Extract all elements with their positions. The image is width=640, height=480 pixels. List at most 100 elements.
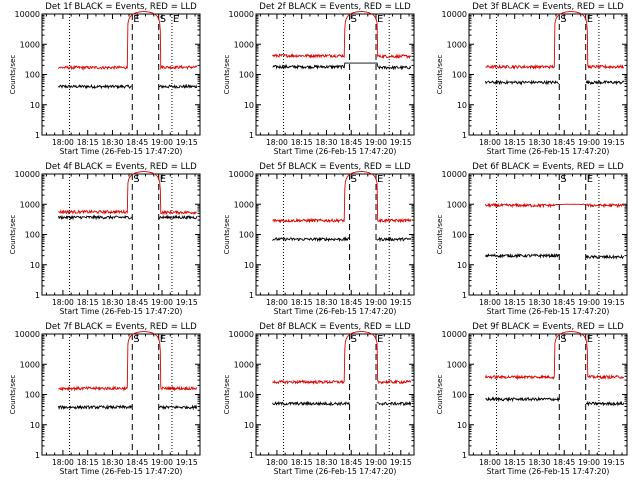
x-tick-label: 19:00 (365, 458, 387, 467)
marker-label: S (133, 334, 139, 345)
marker-label: E (377, 174, 383, 185)
x-tick-label: 19:00 (365, 138, 387, 147)
y-axis-title: Counts/sec (8, 375, 17, 415)
y-tick-label: 10000 (15, 170, 40, 179)
marker-label: S (133, 174, 139, 185)
y-tick-label: 10000 (442, 330, 467, 339)
x-tick-label: 19:00 (365, 298, 387, 307)
y-tick-label: 1 (249, 291, 254, 300)
x-tick-label: 18:30 (529, 138, 551, 147)
series-events-line (485, 396, 625, 407)
y-axis-title: Counts/sec (222, 55, 231, 95)
x-tick-label: 18:15 (291, 298, 313, 307)
x-axis-title: Start Time (26-Feb-15 17:47:20) (487, 147, 610, 156)
y-tick-label: 1 (249, 451, 254, 460)
x-tick-label: 19:15 (176, 138, 198, 147)
x-tick-label: 18:30 (529, 298, 551, 307)
y-tick-label: 10 (244, 421, 254, 430)
x-tick-label: 19:00 (578, 298, 600, 307)
x-tick-label: 18:30 (316, 298, 338, 307)
x-tick-label: 19:00 (578, 458, 600, 467)
x-tick-label: 18:15 (504, 458, 526, 467)
series-events-line (58, 404, 198, 411)
series-lld-line (485, 331, 625, 381)
x-tick-label: 18:00 (266, 298, 288, 307)
plot-frame (255, 13, 415, 136)
plot-frame (255, 333, 415, 456)
x-tick-label: 18:00 (52, 138, 74, 147)
panel-title: Det 2f BLACK = Events, RED = LLD (259, 2, 411, 12)
x-tick-label: 19:15 (390, 138, 412, 147)
y-tick-label: 1 (35, 451, 40, 460)
y-axis-title: Counts/sec (8, 55, 17, 95)
y-axis-title: Counts/sec (222, 215, 231, 255)
y-tick-label: 1 (249, 131, 254, 140)
y-tick-label: 100 (25, 71, 40, 80)
y-tick-label: 1 (462, 291, 467, 300)
y-tick-label: 1 (462, 131, 467, 140)
x-tick-label: 18:45 (553, 138, 575, 147)
x-tick-label: 18:00 (266, 458, 288, 467)
y-tick-label: 1 (462, 451, 467, 460)
x-axis-title: Start Time (26-Feb-15 17:47:20) (60, 307, 183, 316)
x-axis-title: Start Time (26-Feb-15 17:47:20) (487, 307, 610, 316)
plot-frame (468, 333, 628, 456)
x-tick-label: 18:00 (479, 298, 501, 307)
series-events-line (272, 62, 412, 71)
y-axis-title: Counts/sec (222, 375, 231, 415)
x-axis-title: Start Time (26-Feb-15 17:47:20) (487, 467, 610, 476)
y-tick-label: 10 (30, 261, 40, 270)
y-tick-label: 1000 (447, 200, 467, 209)
x-tick-label: 18:30 (316, 458, 338, 467)
series-lld-line (485, 202, 625, 209)
y-tick-label: 100 (239, 71, 254, 80)
y-tick-label: 10 (30, 421, 40, 430)
y-tick-label: 100 (239, 231, 254, 240)
x-tick-label: 18:45 (126, 298, 148, 307)
x-tick-label: 19:15 (603, 298, 625, 307)
x-tick-label: 18:15 (291, 458, 313, 467)
series-events-line (272, 400, 412, 407)
x-tick-label: 18:00 (479, 138, 501, 147)
panel-title: Det 8f BLACK = Events, RED = LLD (259, 322, 411, 332)
y-tick-label: 10 (244, 101, 254, 110)
series-lld-line (58, 11, 198, 71)
marker-label: S (560, 174, 566, 185)
plot-frame (41, 333, 201, 456)
marker-label: E (587, 174, 593, 185)
x-tick-label: 19:15 (390, 458, 412, 467)
x-tick-label: 19:00 (578, 138, 600, 147)
y-tick-label: 1000 (20, 40, 40, 49)
y-tick-label: 100 (452, 391, 467, 400)
plot-frame (41, 13, 201, 136)
marker-label: S (351, 14, 357, 25)
y-axis-title: Counts/sec (435, 375, 444, 415)
x-tick-label: 18:45 (340, 298, 362, 307)
x-tick-label: 18:00 (479, 458, 501, 467)
x-tick-label: 18:30 (102, 458, 124, 467)
y-tick-label: 10000 (15, 10, 40, 19)
marker-label: E (160, 174, 166, 185)
marker-label: S (560, 334, 566, 345)
y-tick-label: 1000 (234, 360, 254, 369)
y-tick-label: 10 (30, 101, 40, 110)
panel-det-7: Det 7f BLACK = Events, RED = LLD 1 10 100 10… (8, 322, 201, 476)
x-tick-label: 18:45 (126, 458, 148, 467)
marker-label: E (587, 334, 593, 345)
x-tick-label: 18:30 (316, 138, 338, 147)
panel-det-1: Det 1f BLACK = Events, RED = LLD 1 10 100 10… (8, 2, 201, 156)
x-tick-label: 19:15 (603, 458, 625, 467)
x-tick-label: 18:30 (102, 298, 124, 307)
x-tick-label: 18:45 (553, 298, 575, 307)
panel-title: Det 1f BLACK = Events, RED = LLD (45, 2, 197, 12)
panel-det-6: Det 6f BLACK = Events, RED = LLD 1 10 100 10… (435, 162, 628, 316)
y-tick-label: 1000 (234, 200, 254, 209)
x-axis-title: Start Time (26-Feb-15 17:47:20) (274, 147, 397, 156)
x-tick-label: 18:45 (340, 458, 362, 467)
y-tick-label: 100 (452, 71, 467, 80)
panel-title: Det 5f BLACK = Events, RED = LLD (259, 162, 411, 172)
x-tick-label: 18:00 (266, 138, 288, 147)
marker-label: E (377, 14, 383, 25)
x-tick-label: 18:00 (52, 298, 74, 307)
